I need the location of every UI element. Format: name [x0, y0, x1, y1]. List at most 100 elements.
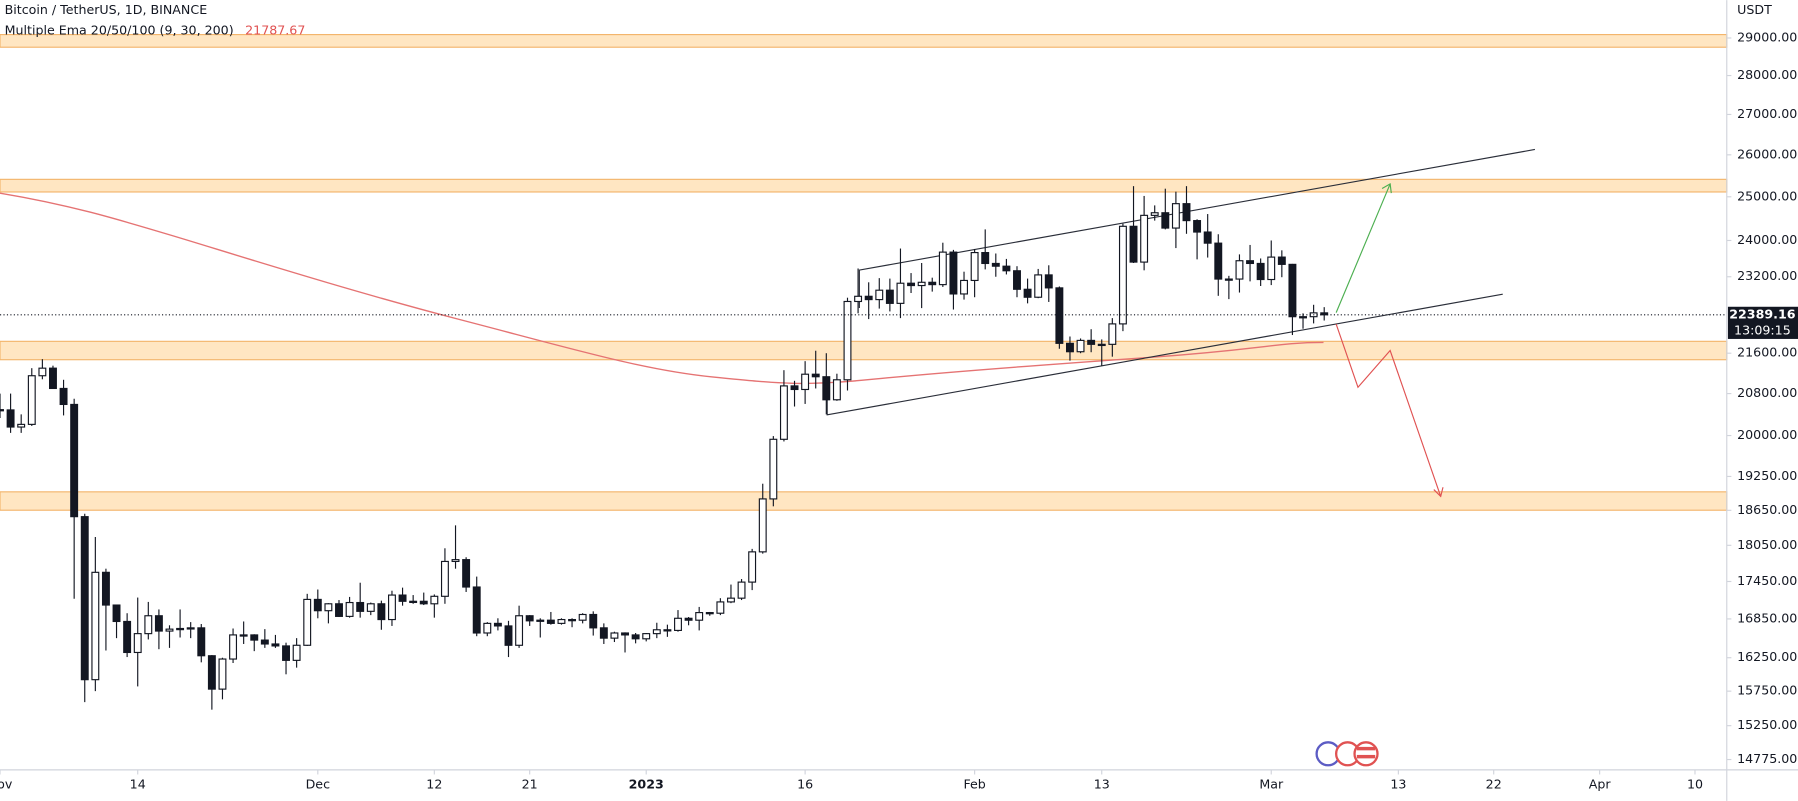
candle-body — [1034, 274, 1043, 298]
last-price: 22389.16 — [1729, 306, 1796, 321]
candle-body — [388, 594, 396, 621]
countdown: 13:09:15 — [1734, 322, 1791, 337]
candle-body — [864, 295, 873, 301]
candle-body — [801, 373, 810, 391]
icon — [1356, 754, 1376, 759]
candle-body — [504, 625, 513, 646]
y-tick-label: 15750.00 — [1737, 683, 1797, 698]
candle-body — [419, 600, 428, 605]
zone — [0, 491, 1728, 511]
candle-body — [472, 586, 481, 634]
candle-body — [493, 622, 502, 627]
x-tick-label: Nov — [0, 776, 13, 791]
candle-body — [960, 279, 968, 295]
zone — [0, 178, 1728, 193]
x-tick-label: 13 — [1390, 776, 1406, 791]
x-tick-label: 22 — [1486, 776, 1502, 791]
candle-body — [568, 618, 577, 622]
candle-body — [981, 252, 990, 265]
candle-body — [229, 634, 238, 660]
x-tick-label: 10 — [1687, 776, 1703, 791]
x-tick-label: 16 — [797, 776, 813, 791]
candle-body — [133, 633, 142, 654]
candle-body — [716, 601, 725, 614]
candle-body — [843, 300, 852, 381]
arrow-up — [1335, 183, 1391, 313]
candle-body — [70, 403, 79, 518]
flag-icons — [1315, 741, 1379, 767]
y-tick-label: 14775.00 — [1737, 751, 1797, 766]
candle-body — [176, 627, 185, 631]
candle-body — [1108, 323, 1117, 345]
candle-body — [674, 617, 682, 631]
candle-body — [282, 645, 290, 661]
candle-body — [896, 282, 905, 304]
candle-body — [440, 560, 449, 597]
candle-body — [1299, 316, 1307, 319]
candle-body — [430, 595, 439, 605]
icon — [1356, 746, 1376, 751]
candle-body — [409, 600, 418, 604]
x-tick-label: 21 — [522, 776, 538, 791]
candle-body — [1023, 288, 1032, 298]
candle-body — [1246, 260, 1255, 265]
candle-body — [1087, 339, 1096, 345]
x-tick-label: Mar — [1259, 776, 1284, 791]
candle-body — [1044, 274, 1053, 289]
candle-body — [748, 551, 757, 583]
candle-body — [1203, 231, 1212, 244]
x-tick-label: Feb — [963, 776, 985, 791]
y-tick-label: 15250.00 — [1737, 717, 1797, 732]
candle-body — [599, 627, 608, 639]
candle-body — [875, 289, 884, 301]
candle-body — [154, 615, 163, 632]
candle-body — [684, 617, 693, 621]
candle-body — [1267, 256, 1276, 281]
candle-body — [218, 658, 227, 690]
candle-body — [991, 262, 1000, 267]
candle-body — [1140, 214, 1149, 263]
candle-body — [398, 594, 407, 602]
candle-body — [854, 295, 863, 303]
y-tick-label: 25000.00 — [1737, 188, 1797, 203]
candle-body — [1235, 260, 1244, 280]
candle-body — [49, 367, 57, 390]
candle-body — [546, 619, 555, 624]
candle-body — [642, 633, 651, 640]
candle-body — [165, 628, 174, 632]
x-tick-label: 14 — [130, 776, 146, 791]
candle-body — [366, 603, 375, 612]
candle-body — [1065, 342, 1074, 353]
candle-body — [1002, 265, 1011, 272]
arrowhead — [1433, 487, 1444, 498]
y-tick-label: 16250.00 — [1737, 649, 1797, 664]
candle-body — [949, 251, 958, 295]
candle-body — [822, 376, 831, 401]
candle-body — [123, 620, 132, 654]
candle-body — [885, 289, 894, 304]
candle-body — [652, 629, 661, 635]
candle-body — [1277, 256, 1286, 265]
candle-body — [695, 612, 704, 621]
indicator-name: Multiple Ema 20/50/100 (9, 30, 200) — [5, 23, 234, 38]
y-tick-label: 23200.00 — [1737, 268, 1797, 283]
candle-body — [525, 615, 534, 622]
candle-body — [303, 598, 312, 646]
candle-body — [38, 367, 47, 377]
candle-body — [377, 603, 386, 621]
candle-body — [271, 643, 280, 647]
candle-body — [207, 655, 216, 690]
candle-body — [811, 373, 820, 378]
candle-body — [1256, 262, 1265, 281]
x-tick-label: Dec — [306, 776, 330, 791]
candle-body — [631, 634, 640, 640]
candle-body — [1150, 212, 1159, 216]
y-tick-label: 18050.00 — [1737, 537, 1797, 552]
candle-body — [737, 581, 746, 599]
candle-body — [1171, 203, 1180, 229]
candle-body — [260, 639, 269, 645]
candle-body — [779, 385, 788, 440]
candle-body — [250, 634, 259, 641]
y-tick-label: 28000.00 — [1737, 67, 1797, 82]
